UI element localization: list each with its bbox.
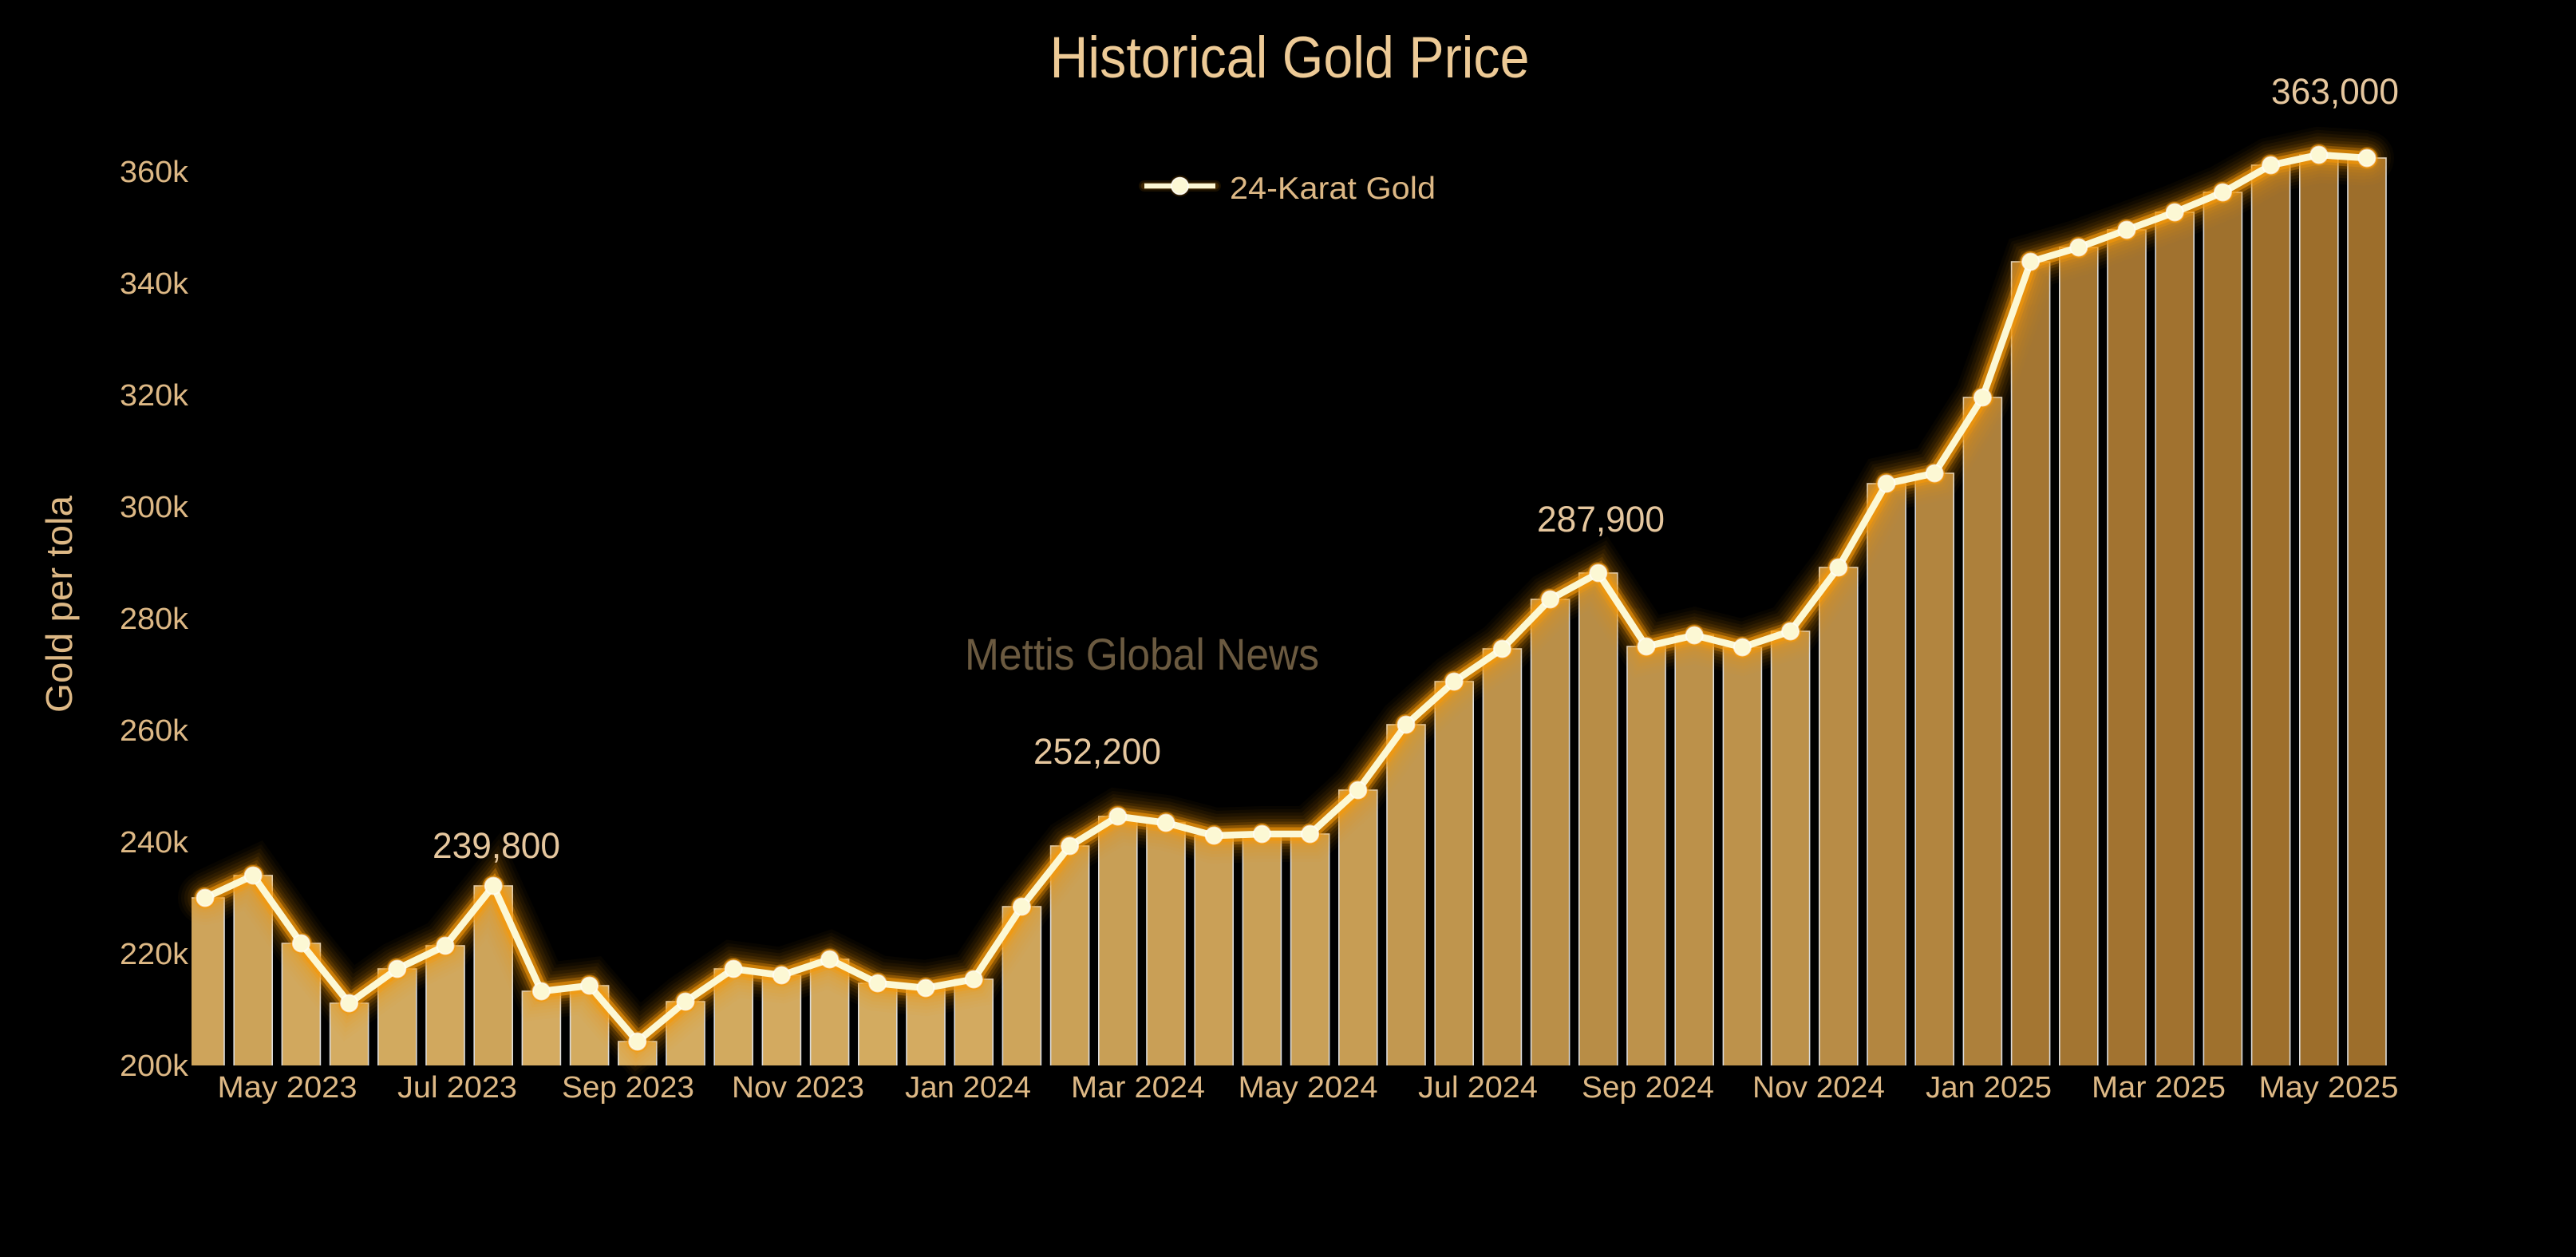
svg-text:363,000: 363,000 [2271, 71, 2399, 112]
svg-text:360k: 360k [120, 156, 189, 189]
svg-text:Nov 2023: Nov 2023 [732, 1071, 864, 1105]
svg-text:Jul 2023: Jul 2023 [397, 1071, 517, 1105]
svg-text:May 2023: May 2023 [218, 1071, 358, 1105]
svg-text:239,800: 239,800 [433, 825, 560, 866]
svg-text:220k: 220k [120, 938, 189, 971]
svg-text:Mar 2025: Mar 2025 [2092, 1071, 2226, 1105]
svg-text:Jan 2024: Jan 2024 [905, 1071, 1031, 1105]
svg-text:320k: 320k [120, 379, 189, 413]
svg-text:300k: 300k [120, 491, 189, 524]
svg-text:260k: 260k [120, 714, 189, 748]
svg-text:340k: 340k [120, 267, 189, 301]
svg-text:May 2025: May 2025 [2259, 1071, 2399, 1105]
svg-text:Sep 2023: Sep 2023 [562, 1071, 694, 1105]
svg-text:Jul 2024: Jul 2024 [1418, 1071, 1538, 1105]
svg-text:Gold per tola: Gold per tola [38, 496, 80, 713]
svg-text:Mar 2024: Mar 2024 [1071, 1071, 1205, 1105]
svg-text:Jan 2025: Jan 2025 [1926, 1071, 2052, 1105]
svg-text:Mettis Global News: Mettis Global News [965, 629, 1319, 679]
svg-text:200k: 200k [120, 1049, 189, 1083]
svg-text:Nov 2024: Nov 2024 [1752, 1071, 1885, 1105]
svg-text:24-Karat Gold: 24-Karat Gold [1230, 172, 1436, 206]
svg-text:287,900: 287,900 [1537, 499, 1665, 540]
svg-text:240k: 240k [120, 826, 189, 860]
svg-text:252,200: 252,200 [1033, 731, 1161, 772]
svg-text:Historical Gold Price: Historical Gold Price [1050, 26, 1530, 90]
svg-text:280k: 280k [120, 603, 189, 636]
svg-text:May 2024: May 2024 [1239, 1071, 1378, 1105]
svg-text:Sep 2024: Sep 2024 [1582, 1071, 1714, 1105]
